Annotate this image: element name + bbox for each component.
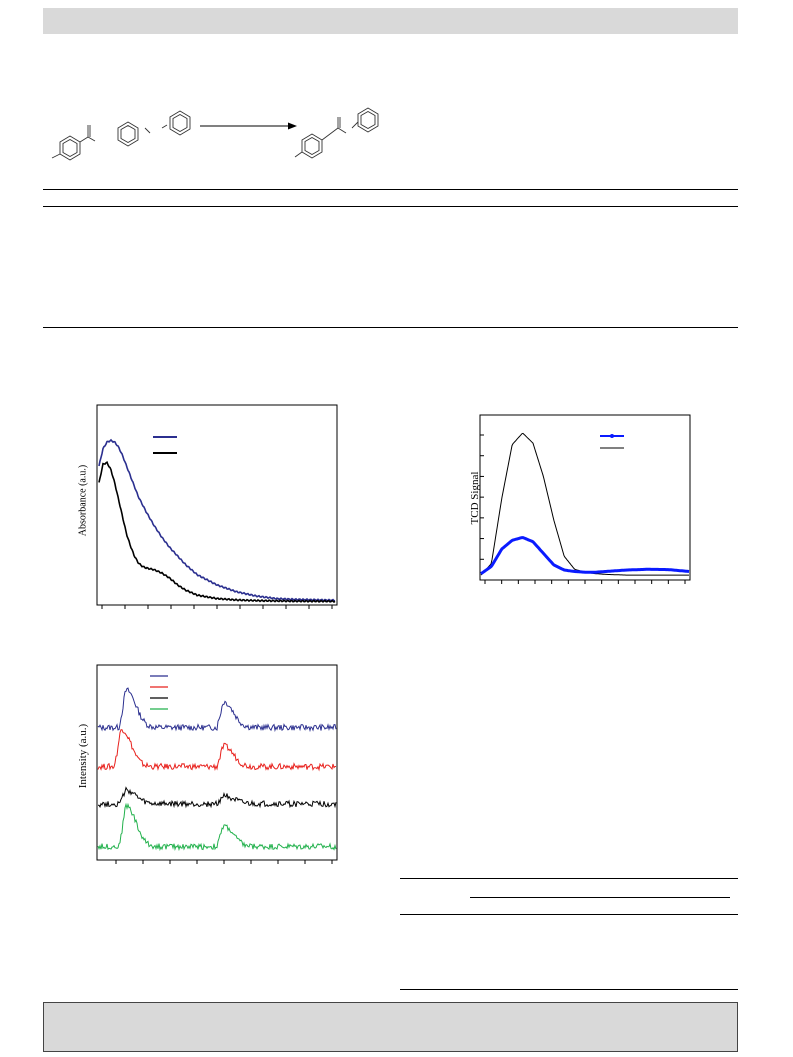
page-footer-bar (43, 1002, 738, 1052)
table2-top-rule (400, 878, 738, 879)
tpd-ticks (480, 434, 686, 584)
table-bottom-rule (43, 327, 738, 328)
reactant-1-structure (51, 125, 96, 161)
uv-vis-chart: Absorbance (a.u.) (70, 400, 350, 615)
reactant-2-structure (117, 110, 191, 147)
xrd-chart: Intensity (a.u.) (70, 660, 350, 875)
uv-vis-ylabel: Absorbance (a.u.) (77, 464, 89, 537)
xrd-plot (96, 664, 338, 864)
uv-vis-legend (153, 436, 177, 454)
xrd-series-1 (97, 687, 337, 733)
reaction-scheme (51, 107, 379, 161)
tpd-series-1 (480, 432, 689, 576)
xrd-legend (150, 675, 168, 710)
tpd-ylabel: TCD Signal (469, 471, 481, 525)
product-structure (294, 107, 379, 159)
table2-bottom-rule (400, 989, 738, 990)
reaction-arrow-icon (200, 122, 297, 130)
uv-vis-plot (96, 404, 338, 609)
uv-series-1 (98, 438, 336, 602)
table-top-rule (43, 189, 738, 190)
uv-vis-frame (96, 404, 338, 606)
xrd-lines (97, 687, 337, 852)
xrd-series-2 (97, 729, 337, 772)
table2-span-rule (470, 897, 730, 898)
table-header-rule (43, 206, 738, 207)
table2-header-rule (400, 914, 738, 915)
uv-series-2 (98, 461, 336, 603)
xrd-series-3 (98, 786, 337, 809)
xrd-ticks (115, 860, 333, 864)
xrd-ylabel: Intensity (a.u.) (77, 723, 89, 789)
xrd-series-4 (97, 802, 337, 852)
uv-vis-ticks (101, 605, 333, 609)
tpd-legend-marker-1 (610, 434, 614, 438)
xrd-frame (96, 664, 338, 861)
tpd-plot (479, 414, 691, 584)
uv-vis-lines (98, 438, 336, 603)
tpd-legend (600, 434, 624, 449)
tpd-frame (479, 414, 691, 581)
page-header-bar (43, 8, 738, 34)
tpd-chart: TCD Signal (440, 410, 700, 595)
tpd-series-2 (480, 536, 690, 575)
tpd-lines (480, 432, 690, 576)
